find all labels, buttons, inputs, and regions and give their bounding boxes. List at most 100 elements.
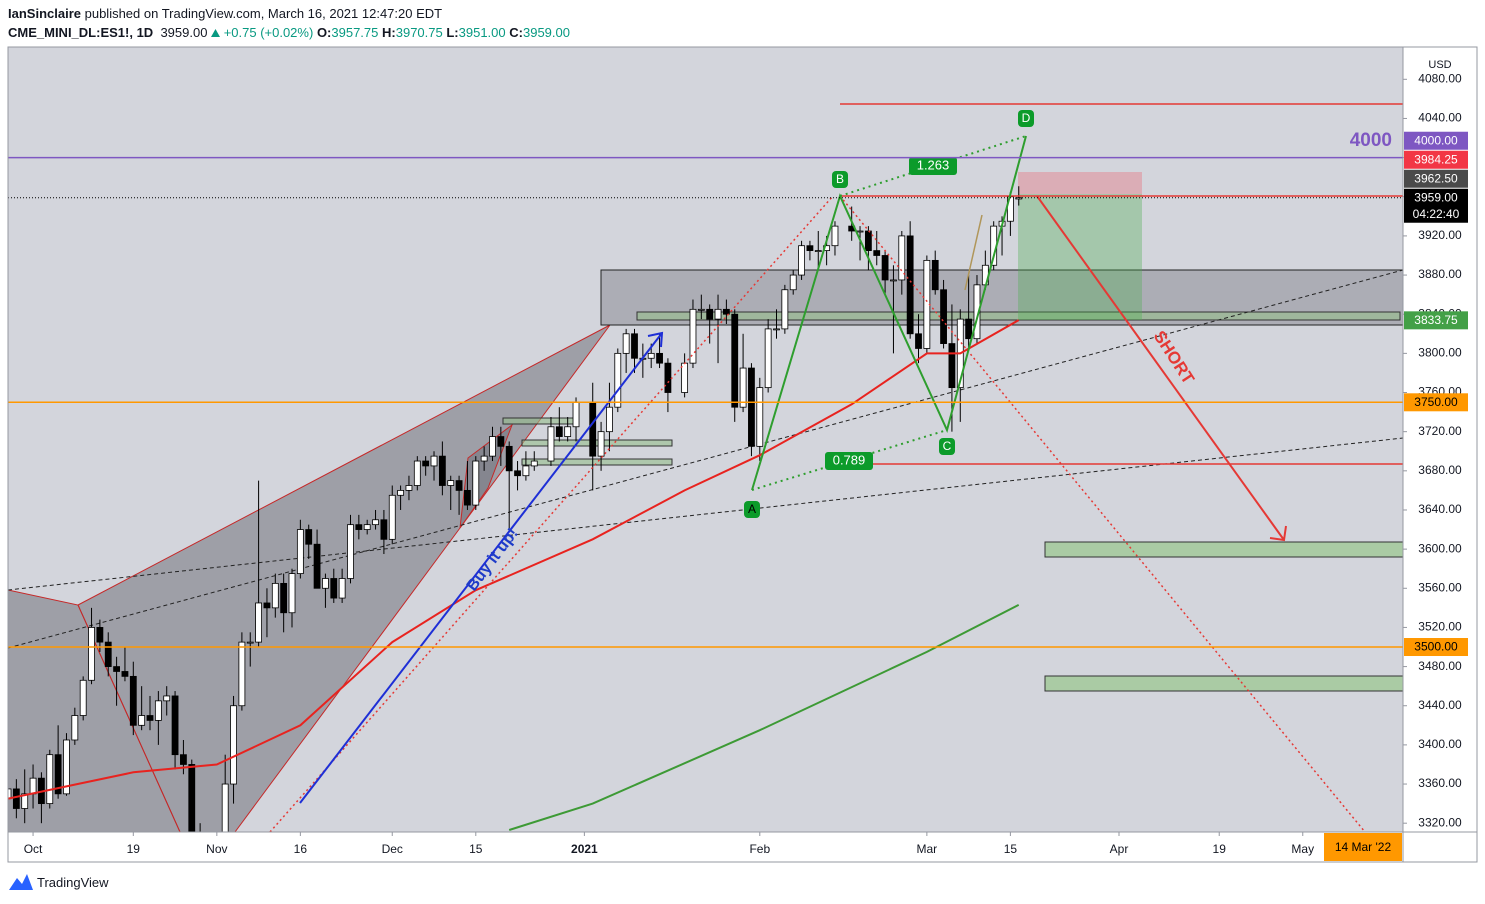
candle-body: [722, 308, 730, 315]
candle-body: [555, 426, 563, 437]
countdown: 04:22:40: [1413, 207, 1460, 221]
logo: [9, 874, 33, 890]
candle-body: [890, 279, 897, 282]
candle-body: [480, 455, 488, 462]
candle-body: [88, 627, 95, 681]
y-tick-label: 3640.00: [1418, 502, 1462, 516]
pattern-label: D: [1022, 111, 1031, 125]
candle-body: [54, 754, 62, 795]
candle-body: [739, 367, 747, 408]
candle-body: [430, 455, 438, 467]
candle-body: [564, 426, 572, 437]
candle-body: [146, 715, 154, 721]
ma-line: [508, 604, 1020, 831]
x-tick-label: Feb: [749, 842, 770, 856]
high: 3970.75: [395, 25, 443, 40]
y-tick-label: 3600.00: [1418, 541, 1462, 555]
ma-line: [8, 319, 1020, 800]
y-tick-label: 3320.00: [1418, 815, 1462, 829]
candle-body: [497, 436, 505, 447]
candle-body: [597, 431, 605, 457]
o-label: O:: [316, 25, 332, 40]
candle-body: [322, 578, 329, 589]
candle-body: [138, 715, 146, 726]
candle-body: [948, 343, 956, 389]
axes: 3320.00 3360.00 3400.00 3440.00 3480.00 3520.…: [24, 71, 1468, 856]
level-text: 4000: [1350, 130, 1392, 151]
pattern-label: C: [943, 439, 952, 453]
candle-body: [472, 460, 480, 506]
x-tick-label: 19: [1213, 842, 1227, 856]
candle-body: [881, 255, 889, 281]
candle-body: [96, 627, 104, 643]
x-tick-label: May: [1291, 842, 1314, 856]
candle-body: [12, 788, 20, 809]
change: +0.75 (+0.02%): [223, 25, 314, 40]
candle-body: [622, 333, 630, 354]
candle-body: [522, 465, 530, 477]
price-tag: [1404, 188, 1468, 223]
candle-body: [447, 480, 455, 486]
y-tick-label: 4040.00: [1418, 111, 1462, 125]
candle-body: [814, 250, 822, 252]
candle-body: [438, 455, 446, 486]
y-tick-label: 3680.00: [1418, 463, 1462, 477]
candle-body: [1015, 197, 1023, 200]
candle-body: [163, 695, 171, 702]
zone: [521, 439, 673, 447]
candle-body: [238, 641, 246, 707]
candles: [8, 186, 1023, 832]
candle-body: [773, 328, 780, 331]
candle-body: [647, 352, 655, 359]
candle-body: [915, 333, 922, 349]
candle-body: [263, 602, 271, 609]
candle-body: [940, 289, 947, 344]
candle-body: [113, 666, 120, 672]
y-tick-label: 3720.00: [1418, 424, 1462, 438]
y-tick-label: 3480.00: [1418, 659, 1462, 673]
y-tick-label: 3360.00: [1418, 776, 1462, 790]
candle-body: [789, 274, 797, 291]
price-tag-label: 3984.25: [1414, 152, 1458, 166]
candle-body: [8, 788, 12, 800]
candle-body: [405, 485, 413, 491]
ratio-label: 0.789: [833, 452, 866, 467]
candle-body: [230, 705, 237, 785]
close: 3959.00: [522, 25, 570, 40]
candle-body: [171, 695, 179, 756]
pattern-label: A: [748, 502, 756, 516]
pattern-label-box: [744, 501, 760, 518]
crosshair-date: 14 Mar '22: [1335, 840, 1392, 854]
candle-body: [505, 445, 513, 472]
frame: [7, 46, 1478, 863]
candle-body: [781, 289, 789, 330]
y-tick-label: 3520.00: [1418, 620, 1462, 634]
x-tick-label: 2021: [571, 842, 598, 856]
candle-body: [305, 529, 313, 545]
published: published on TradingView.com, March 16, …: [84, 6, 443, 21]
candle-body: [255, 602, 262, 643]
candle-body: [572, 401, 580, 428]
y-tick-label: 4080.00: [1418, 71, 1462, 85]
candle-body: [422, 460, 430, 467]
trend-line: [964, 214, 983, 291]
pattern-line: [751, 135, 1027, 491]
ratio-label: 1.263: [917, 157, 950, 172]
author: IanSinclaire: [8, 6, 81, 21]
arrow-head: [647, 331, 664, 348]
price-tag: [1404, 393, 1468, 412]
candle-body: [271, 582, 279, 609]
candle-body: [864, 230, 872, 251]
candle-body: [681, 362, 689, 393]
y-tick-label: 3400.00: [1418, 737, 1462, 751]
candle-body: [856, 230, 864, 233]
candle-body: [748, 367, 755, 447]
candle-body: [756, 387, 764, 447]
y-tick-label: 3880.00: [1418, 267, 1462, 281]
arrow-head: [1269, 525, 1287, 542]
candle-body: [296, 529, 304, 574]
l-label: L:: [446, 25, 459, 40]
price-tag-label: 3750.00: [1414, 395, 1458, 409]
symbol-line: CME_MINI_DL:ES1!, 1D 3959.00 +0.75 (+0.0…: [8, 23, 570, 42]
